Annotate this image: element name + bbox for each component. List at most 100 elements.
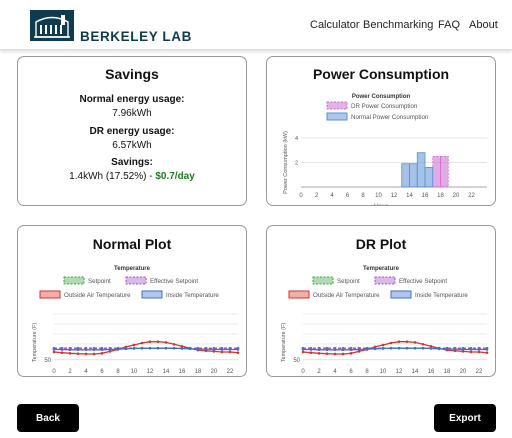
bar-0-18 — [440, 155, 449, 188]
x-tick-6: 12 — [396, 369, 403, 375]
point-3-19 — [204, 347, 208, 351]
point-2-10 — [381, 343, 385, 347]
point-3-0 — [52, 348, 56, 351]
x-tick-10: 20 — [460, 369, 467, 375]
legend-swatch-0 — [312, 276, 334, 285]
legend-label-0: Setpoint — [88, 278, 111, 285]
point-3-12 — [148, 346, 152, 350]
point-3-18 — [196, 347, 200, 351]
nav-about[interactable]: About — [469, 19, 498, 31]
point-3-3 — [76, 348, 80, 352]
legend-label-3: Inside Temperature — [166, 292, 219, 299]
y-tick-0: 50 — [293, 358, 300, 364]
dr-plot-card: DR Plot Temperature Setpoint Effective Set… — [266, 225, 496, 377]
point-2-7 — [357, 350, 361, 353]
point-2-22 — [228, 350, 232, 354]
x-tick-0: 0 — [301, 369, 305, 375]
point-3-16 — [429, 347, 433, 350]
bar-1-14 — [409, 163, 418, 188]
x-tick-4: 8 — [365, 369, 369, 375]
x-tick-10: 20 — [453, 193, 460, 199]
point-2-11 — [140, 341, 144, 345]
back-button[interactable]: Back — [17, 404, 79, 432]
nav-benchmarking[interactable]: Benchmarking — [363, 19, 434, 31]
savings-card: Savings Normal energy usage: 7.96kWh DR … — [17, 56, 247, 206]
point-3-11 — [140, 346, 144, 350]
chart-title: Temperature — [363, 266, 400, 272]
legend-label-1: Normal Power Consumption — [351, 114, 429, 121]
point-2-15 — [172, 343, 176, 346]
export-button[interactable]: Export — [434, 404, 496, 432]
x-axis-label: Hour — [374, 203, 389, 205]
x-tick-7: 14 — [163, 369, 170, 375]
point-2-1 — [60, 351, 64, 354]
point-3-5 — [92, 348, 96, 352]
brand-name[interactable]: BERKELEY LAB — [80, 29, 192, 44]
legend-label-0: DR Power Consumption — [351, 103, 418, 110]
x-tick-6: 12 — [391, 193, 398, 199]
point-3-22 — [477, 348, 481, 351]
point-2-13 — [156, 340, 160, 344]
series-line-3 — [303, 347, 487, 351]
x-tick-1: 2 — [315, 193, 319, 199]
y-axis-label: Temperature (F) — [32, 323, 38, 363]
point-3-20 — [212, 348, 216, 351]
bar-1-16 — [424, 167, 434, 188]
x-tick-3: 6 — [349, 369, 353, 375]
x-tick-7: 14 — [406, 193, 413, 199]
building-icon — [34, 15, 70, 38]
savings-title: Savings — [105, 66, 159, 82]
point-3-23 — [236, 348, 240, 351]
point-3-13 — [156, 346, 160, 350]
legend-label-1: Effective Setpoint — [399, 278, 447, 285]
point-2-0 — [52, 350, 56, 354]
point-2-0 — [301, 350, 305, 354]
x-tick-11: 22 — [476, 369, 483, 375]
point-3-6 — [349, 348, 353, 352]
savings-money: $0.7/day — [155, 171, 195, 182]
y-tick-1: 4 — [295, 136, 298, 142]
legend-swatch-3 — [390, 290, 412, 299]
point-2-15 — [421, 343, 425, 346]
point-3-4 — [84, 348, 88, 352]
point-3-12 — [397, 346, 401, 350]
point-3-2 — [317, 348, 321, 352]
legend-swatch-1 — [125, 276, 147, 285]
x-tick-10: 20 — [211, 369, 218, 375]
x-tick-4: 8 — [361, 193, 365, 199]
point-3-3 — [325, 348, 329, 352]
point-3-8 — [116, 347, 120, 351]
point-3-8 — [365, 347, 369, 351]
berkeley-lab-logo[interactable] — [30, 10, 74, 41]
legend-swatch-0 — [326, 101, 348, 110]
point-2-20 — [212, 350, 216, 353]
legend-label-1: Effective Setpoint — [150, 278, 198, 285]
x-tick-0: 0 — [52, 369, 56, 375]
bar-0-17 — [432, 155, 441, 188]
x-tick-2: 4 — [84, 369, 88, 375]
point-3-1 — [60, 348, 64, 351]
x-tick-2: 4 — [333, 369, 337, 375]
point-2-16 — [429, 344, 433, 348]
series-line-3 — [54, 347, 238, 351]
point-2-3 — [76, 352, 80, 355]
point-3-13 — [405, 346, 409, 350]
point-3-18 — [445, 347, 449, 351]
point-3-9 — [373, 347, 377, 351]
point-3-21 — [220, 348, 224, 351]
x-tick-7: 14 — [412, 369, 419, 375]
legend-swatch-0 — [63, 276, 85, 285]
bar-1-13 — [401, 163, 410, 188]
x-tick-5: 10 — [131, 369, 138, 375]
x-tick-5: 10 — [380, 369, 387, 375]
point-3-21 — [469, 348, 473, 351]
nav-calculator[interactable]: Calculator — [310, 19, 360, 31]
point-2-23 — [236, 351, 240, 354]
x-tick-9: 18 — [437, 193, 444, 199]
point-2-6 — [349, 352, 353, 355]
point-2-22 — [477, 350, 481, 354]
nav-faq[interactable]: FAQ — [438, 19, 461, 31]
legend-swatch-1 — [326, 112, 348, 121]
point-3-7 — [357, 348, 361, 351]
